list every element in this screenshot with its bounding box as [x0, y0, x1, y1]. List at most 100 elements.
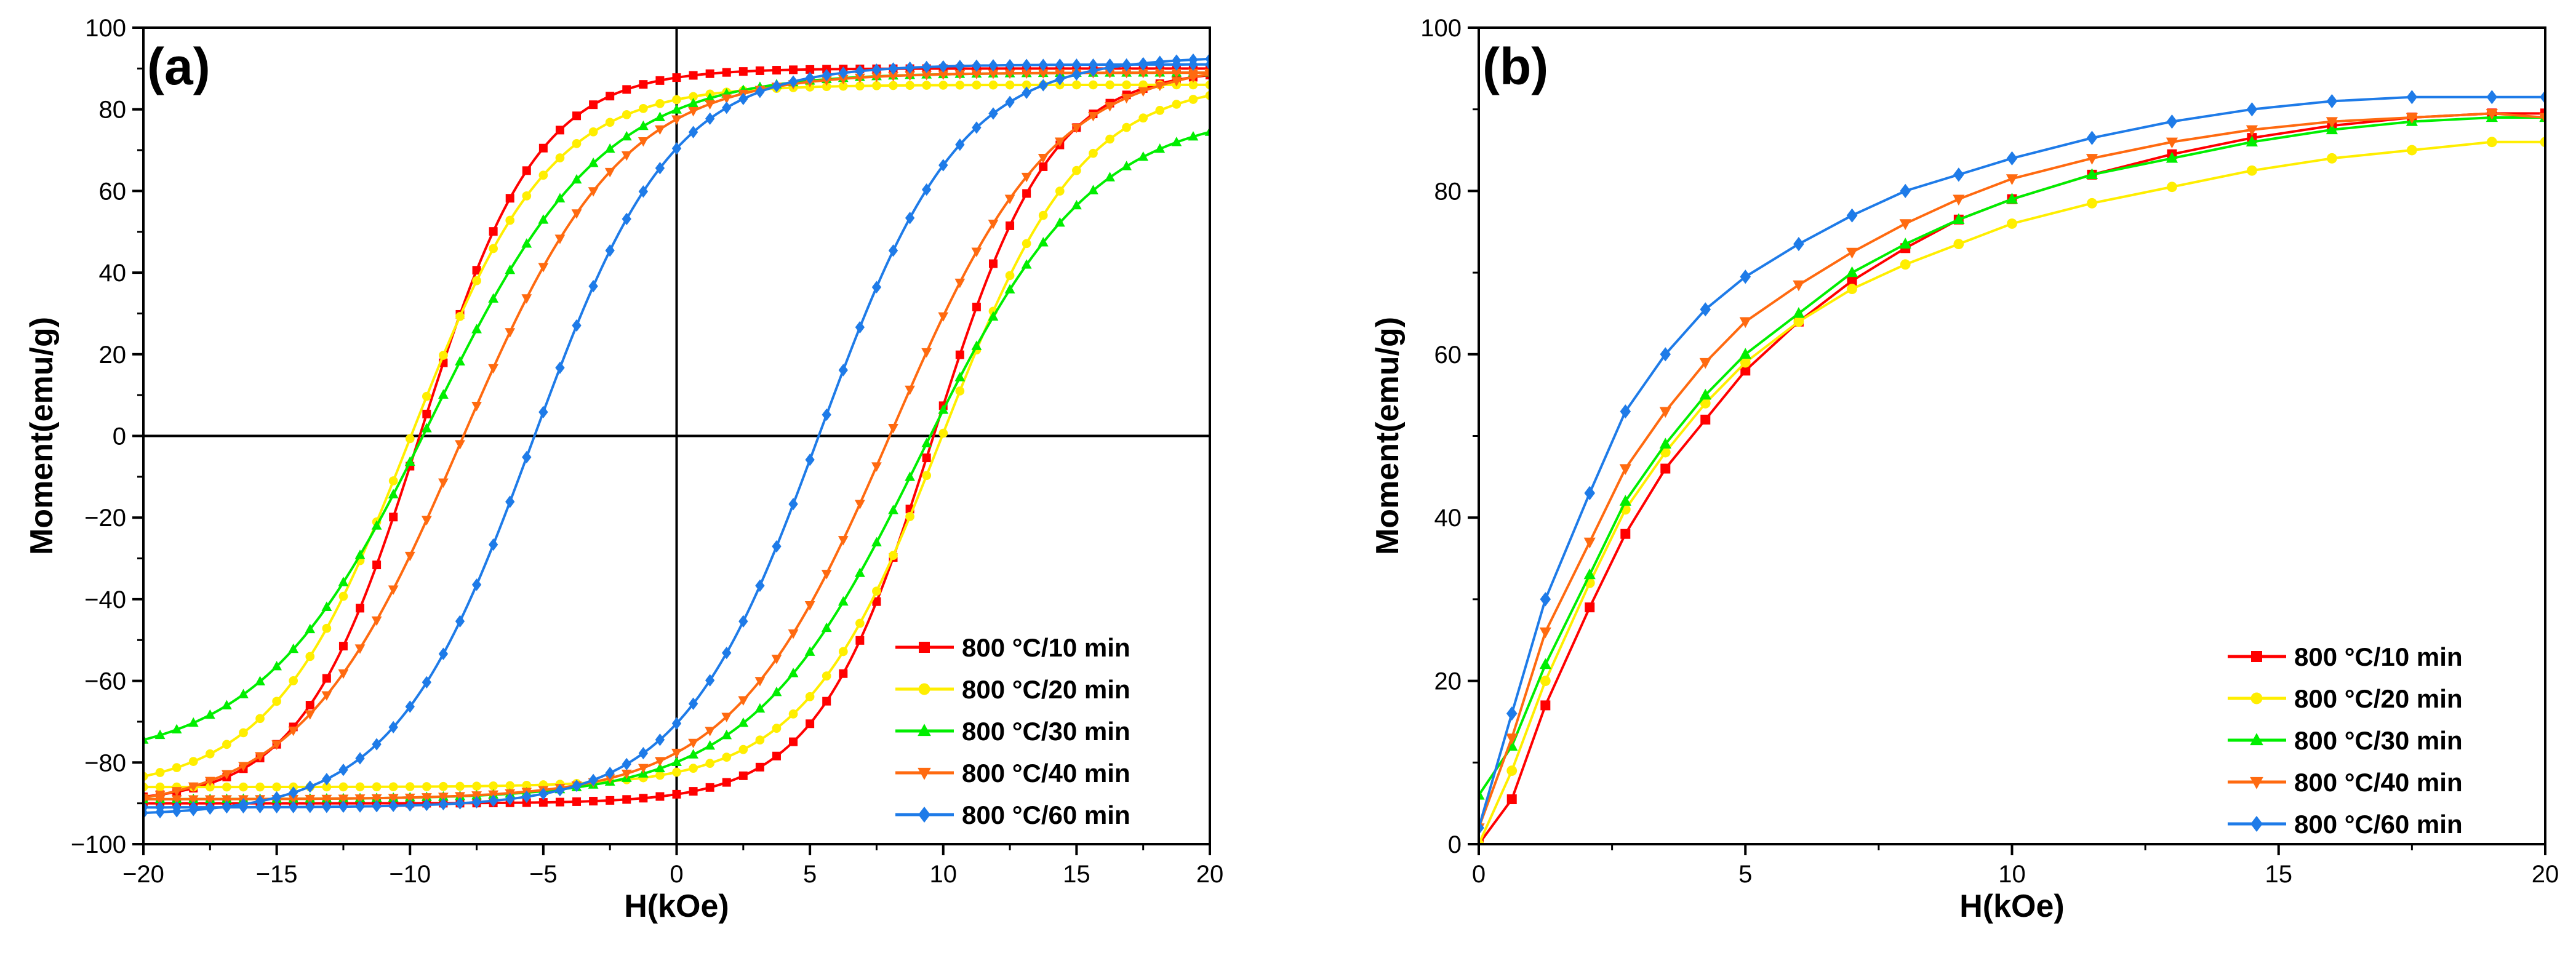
data-point — [655, 792, 665, 801]
data-point — [722, 101, 732, 114]
data-point — [2246, 135, 2258, 146]
data-point — [1171, 77, 1182, 87]
data-point — [655, 733, 665, 746]
legend-marker — [918, 724, 931, 736]
data-point — [1121, 161, 1132, 170]
data-point — [705, 112, 715, 126]
data-point — [2166, 151, 2178, 163]
data-point — [672, 73, 681, 82]
data-point — [272, 697, 281, 706]
data-point — [855, 618, 865, 628]
data-point — [871, 73, 882, 82]
data-point — [1021, 172, 1032, 183]
data-point — [721, 729, 732, 740]
data-point — [1172, 54, 1182, 67]
data-point — [671, 756, 682, 766]
data-point — [1171, 137, 1182, 146]
data-point — [538, 405, 548, 418]
data-point — [338, 591, 348, 601]
data-point — [738, 771, 748, 780]
legend-marker — [919, 642, 930, 653]
data-point — [672, 789, 681, 799]
data-point — [938, 81, 948, 90]
legend-item-800-c-60-min: 800 °C/60 min — [895, 800, 1130, 829]
data-point — [1793, 307, 1805, 318]
data-point — [238, 762, 249, 772]
data-point — [839, 669, 848, 678]
data-point — [2540, 137, 2545, 148]
data-point — [1659, 437, 1671, 449]
data-point — [2167, 182, 2177, 193]
data-point — [855, 636, 865, 645]
legend-item-800-c-20-min: 800 °C/20 min — [895, 675, 1130, 704]
data-point — [338, 794, 349, 804]
data-point — [688, 749, 698, 759]
data-point — [505, 328, 516, 338]
data-point — [688, 106, 698, 117]
data-point — [143, 799, 148, 808]
data-point — [655, 99, 665, 108]
data-point — [921, 183, 932, 196]
data-point — [305, 800, 315, 813]
data-point — [1188, 131, 1199, 141]
data-point — [2006, 193, 2018, 204]
data-point — [1055, 73, 1065, 86]
data-point — [1022, 86, 1031, 99]
data-point — [1740, 365, 1751, 376]
data-point — [905, 385, 915, 396]
data-point — [1740, 269, 1751, 284]
data-point — [455, 311, 465, 321]
data-point — [788, 629, 799, 639]
data-point — [1039, 162, 1048, 171]
data-point — [972, 80, 982, 90]
data-point — [689, 92, 698, 102]
data-point — [1206, 64, 1210, 73]
data-point — [604, 167, 615, 178]
data-point — [505, 781, 515, 791]
series-800-c-60-min — [143, 52, 1210, 820]
data-point — [489, 781, 498, 791]
data-point — [305, 652, 315, 661]
data-point — [1479, 839, 1484, 844]
data-point — [371, 520, 382, 530]
data-point — [705, 783, 714, 792]
data-point — [872, 597, 881, 606]
data-point — [722, 647, 732, 660]
data-point — [888, 62, 898, 75]
data-point — [806, 65, 815, 74]
data-point — [1105, 80, 1114, 90]
data-point — [972, 302, 981, 311]
data-point — [572, 139, 582, 148]
data-point — [421, 793, 432, 803]
data-point — [1585, 602, 1595, 613]
series-line — [1479, 95, 2545, 829]
data-point — [1899, 238, 1911, 249]
x-tick-label: 0 — [670, 861, 683, 888]
data-point — [1953, 239, 1964, 250]
data-point — [1121, 68, 1132, 79]
data-point — [854, 567, 865, 577]
data-point — [1055, 58, 1065, 71]
data-point — [854, 73, 865, 84]
data-point — [871, 281, 882, 293]
data-point — [705, 740, 716, 750]
data-point — [155, 768, 165, 777]
data-point — [2246, 125, 2258, 137]
x-tick-label: −20 — [122, 861, 164, 888]
data-point — [738, 92, 748, 105]
data-point — [838, 536, 849, 546]
panel-a: −20 −15 −10 −5 0 5 10 15 20 −100 −80 −60 −40 −20 0 20 40… — [24, 15, 1223, 924]
y-tick-label: 100 — [85, 15, 126, 42]
data-point — [921, 60, 932, 74]
data-point — [838, 81, 848, 91]
legend-marker — [2250, 692, 2263, 705]
data-point — [2539, 113, 2545, 124]
data-point — [1846, 247, 1858, 259]
data-point — [421, 423, 432, 433]
data-point — [1540, 700, 1551, 711]
data-point — [638, 764, 649, 774]
data-point — [438, 389, 449, 399]
data-point — [1847, 284, 1857, 295]
data-point — [1105, 134, 1114, 144]
legend-item-800-c-30-min: 800 °C/30 min — [895, 717, 1130, 746]
